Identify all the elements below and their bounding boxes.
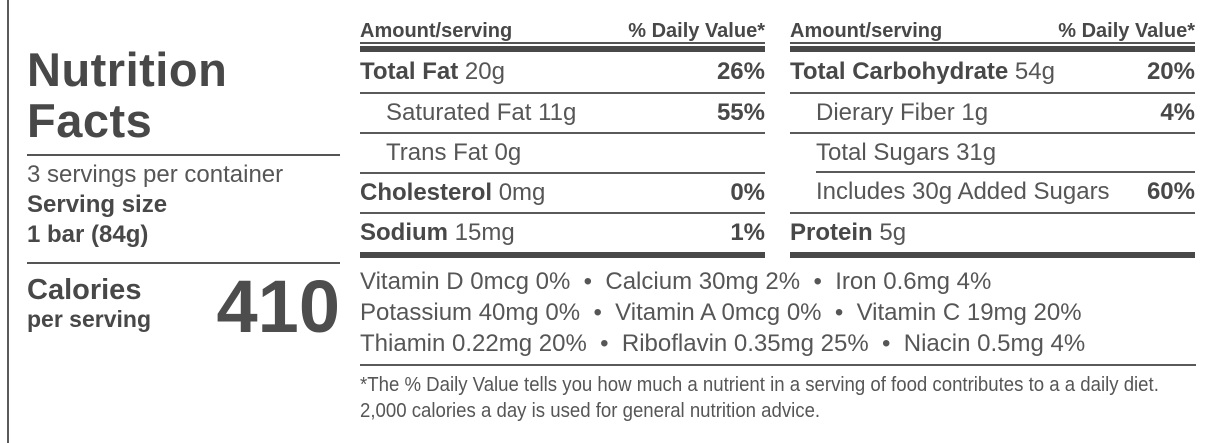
nutrient-amount: 0g [494,139,522,166]
label-left-border [7,0,9,443]
nutrient-daily-value: 1% [730,219,765,246]
nutrient-row-total-carbohydrate: Total Carbohydrate 54g 20% [790,52,1195,92]
calories-sublabel: per serving [27,306,151,332]
divider [27,154,340,156]
column-header: Amount/serving % Daily Value* [360,20,765,43]
nutrient-daily-value: 4% [1160,99,1195,126]
label-title-line2: Facts [27,94,153,147]
nutrient-column-carbohydrate: Amount/serving % Daily Value* Total Carb… [790,0,1195,258]
nutrient-row-trans-fat: Trans Fat 0g [360,132,765,172]
nutrient-daily-value: 60% [1146,178,1195,205]
thick-divider [790,46,1195,52]
nutrient-amount: 31g [956,139,997,166]
nutrient-name: Protein [790,219,873,246]
divider [360,42,765,44]
micronutrients-line: Vitamin D 0mcg 0% • Calcium 30mg 2% • Ir… [360,268,992,295]
nutrient-row-dietary-fiber: Dierary Fiber 1g 4% [790,92,1195,132]
nutrient-rows: Total Carbohydrate 54g 20% Dierary Fiber… [790,52,1195,252]
nutrient-name: Includes 30g Added Sugars [816,178,1110,205]
nutrient-daily-value: 55% [716,99,765,126]
nutrient-row-saturated-fat: Saturated Fat 11g 55% [360,92,765,132]
micronutrients-section: Vitamin D 0mcg 0% • Calcium 30mg 2% • Ir… [360,266,1196,359]
nutrient-rows: Total Fat 20g 26% Saturated Fat 11g 55% … [360,52,765,252]
column-header-daily-value: % Daily Value* [628,20,765,42]
summary-panel: Nutrition Facts 3 servings per container… [27,0,340,443]
nutrient-daily-value: 20% [1146,58,1195,85]
serving-size-value: 1 bar (84g) [27,221,149,248]
nutrient-name: Total Carbohydrate [790,58,1009,85]
footnote-line: 2,000 calories a day is used for general… [360,400,821,422]
footnote-line: *The % Daily Value tells you how much a … [360,374,1159,396]
column-header: Amount/serving % Daily Value* [790,20,1195,43]
nutrient-amount: 15mg [454,219,515,246]
micronutrients-line: Thiamin 0.22mg 20% • Riboflavin 0.35mg 2… [360,330,1086,357]
nutrient-amount: 5g [879,219,907,246]
label-title: Nutrition Facts [27,44,227,146]
serving-size-label: Serving size [27,191,168,218]
nutrient-column-fat: Amount/serving % Daily Value* Total Fat … [360,0,765,258]
divider [27,262,340,264]
nutrient-amount: 54g [1014,58,1055,85]
divider [360,364,1196,366]
divider [790,42,1195,44]
nutrient-row-sodium: Sodium 15mg 1% [360,212,765,252]
column-header-amount: Amount/serving [360,20,513,42]
thick-divider [360,46,765,52]
nutrient-name: Total Fat [360,58,459,85]
nutrient-name: Trans Fat [386,139,488,166]
nutrient-name: Cholesterol [360,179,493,206]
thick-divider [790,252,1195,258]
nutrient-name: Sodium [360,219,448,246]
daily-value-footnote: *The % Daily Value tells you how much a … [360,372,1216,424]
nutrient-row-protein: Protein 5g [790,212,1195,252]
nutrient-amount: 0mg [498,179,546,206]
divider [816,171,1195,173]
calories-label: Calories [27,274,142,306]
nutrient-name: Total Sugars [816,139,950,166]
nutrient-amount: 11g [538,99,577,126]
nutrient-name: Dierary Fiber [816,99,955,126]
nutrient-name: Saturated Fat [386,99,532,126]
label-title-line1: Nutrition [27,43,228,96]
nutrient-daily-value: 26% [716,58,765,85]
nutrient-amount: 1g [961,99,989,126]
nutrient-daily-value: 0% [730,179,765,206]
calories-value: 410 [216,265,340,348]
nutrient-amount: 20g [464,58,505,85]
nutrient-row-total-sugars: Total Sugars 31g [790,132,1195,172]
column-header-daily-value: % Daily Value* [1058,20,1195,42]
column-header-amount: Amount/serving [790,20,943,42]
micronutrients-line: Potassium 40mg 0% • Vitamin A 0mcg 0% • … [360,299,1082,326]
nutrient-row-total-fat: Total Fat 20g 26% [360,52,765,92]
thick-divider [360,252,765,258]
nutrient-row-cholesterol: Cholesterol 0mg 0% [360,172,765,212]
servings-per-container: 3 servings per container [27,161,284,188]
nutrient-row-added-sugars: Includes 30g Added Sugars 60% [790,171,1195,212]
